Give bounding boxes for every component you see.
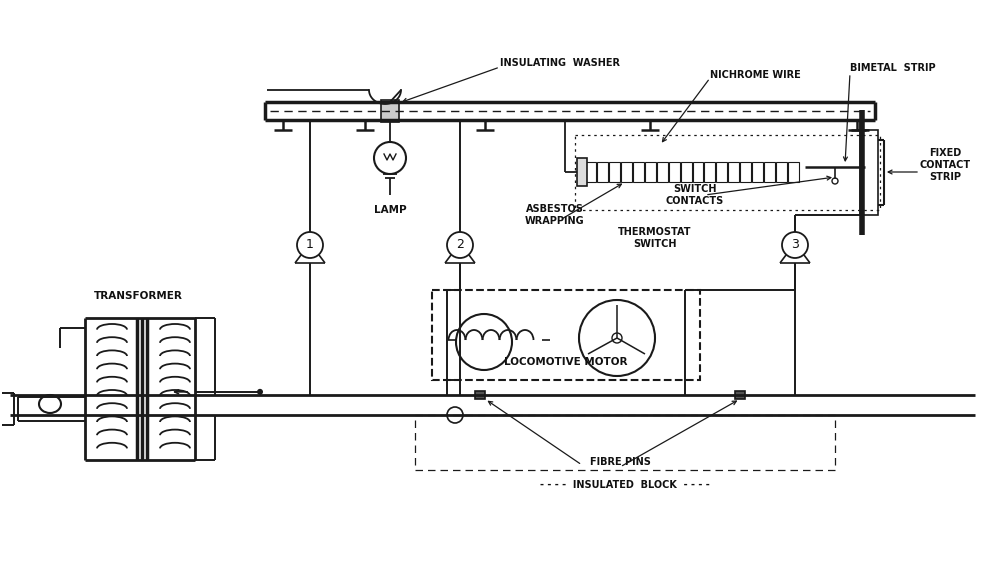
Text: THERMOSTAT
SWITCH: THERMOSTAT SWITCH xyxy=(618,227,691,249)
Bar xyxy=(620,162,631,182)
Bar xyxy=(597,162,607,182)
Circle shape xyxy=(257,389,263,395)
Bar xyxy=(740,162,751,182)
Text: FIXED
CONTACT
STRIP: FIXED CONTACT STRIP xyxy=(920,148,971,182)
Text: - - - -  INSULATED  BLOCK  - - - -: - - - - INSULATED BLOCK - - - - xyxy=(540,480,710,490)
Text: SWITCH
CONTACTS: SWITCH CONTACTS xyxy=(666,184,724,206)
Text: LOCOMOTIVE MOTOR: LOCOMOTIVE MOTOR xyxy=(504,357,627,367)
Bar xyxy=(735,391,745,399)
Bar xyxy=(716,162,727,182)
Bar xyxy=(381,100,399,122)
Bar xyxy=(692,162,703,182)
Bar xyxy=(776,162,787,182)
Bar xyxy=(752,162,763,182)
Text: FIBRE PINS: FIBRE PINS xyxy=(589,457,650,467)
Bar xyxy=(608,162,619,182)
Text: ASBESTOS
WRAPPING: ASBESTOS WRAPPING xyxy=(525,204,584,226)
Bar xyxy=(704,162,715,182)
Bar xyxy=(788,162,799,182)
Text: INSULATING  WASHER: INSULATING WASHER xyxy=(500,58,620,68)
Text: LAMP: LAMP xyxy=(374,205,407,215)
Text: 3: 3 xyxy=(791,238,799,252)
Bar xyxy=(728,162,739,182)
Bar xyxy=(432,290,700,380)
Bar xyxy=(644,162,655,182)
Ellipse shape xyxy=(39,395,61,413)
Bar xyxy=(577,158,587,186)
Text: 2: 2 xyxy=(457,238,464,252)
Bar xyxy=(764,162,775,182)
Bar xyxy=(860,130,878,215)
Text: 1: 1 xyxy=(306,238,314,252)
Bar xyxy=(668,162,679,182)
Text: TRANSFORMER: TRANSFORMER xyxy=(94,291,183,301)
Text: NICHROME WIRE: NICHROME WIRE xyxy=(710,70,801,80)
Bar xyxy=(680,162,691,182)
Bar xyxy=(475,391,485,399)
Text: BIMETAL  STRIP: BIMETAL STRIP xyxy=(850,63,936,73)
Bar xyxy=(632,162,643,182)
Bar xyxy=(656,162,667,182)
Bar xyxy=(585,162,596,182)
